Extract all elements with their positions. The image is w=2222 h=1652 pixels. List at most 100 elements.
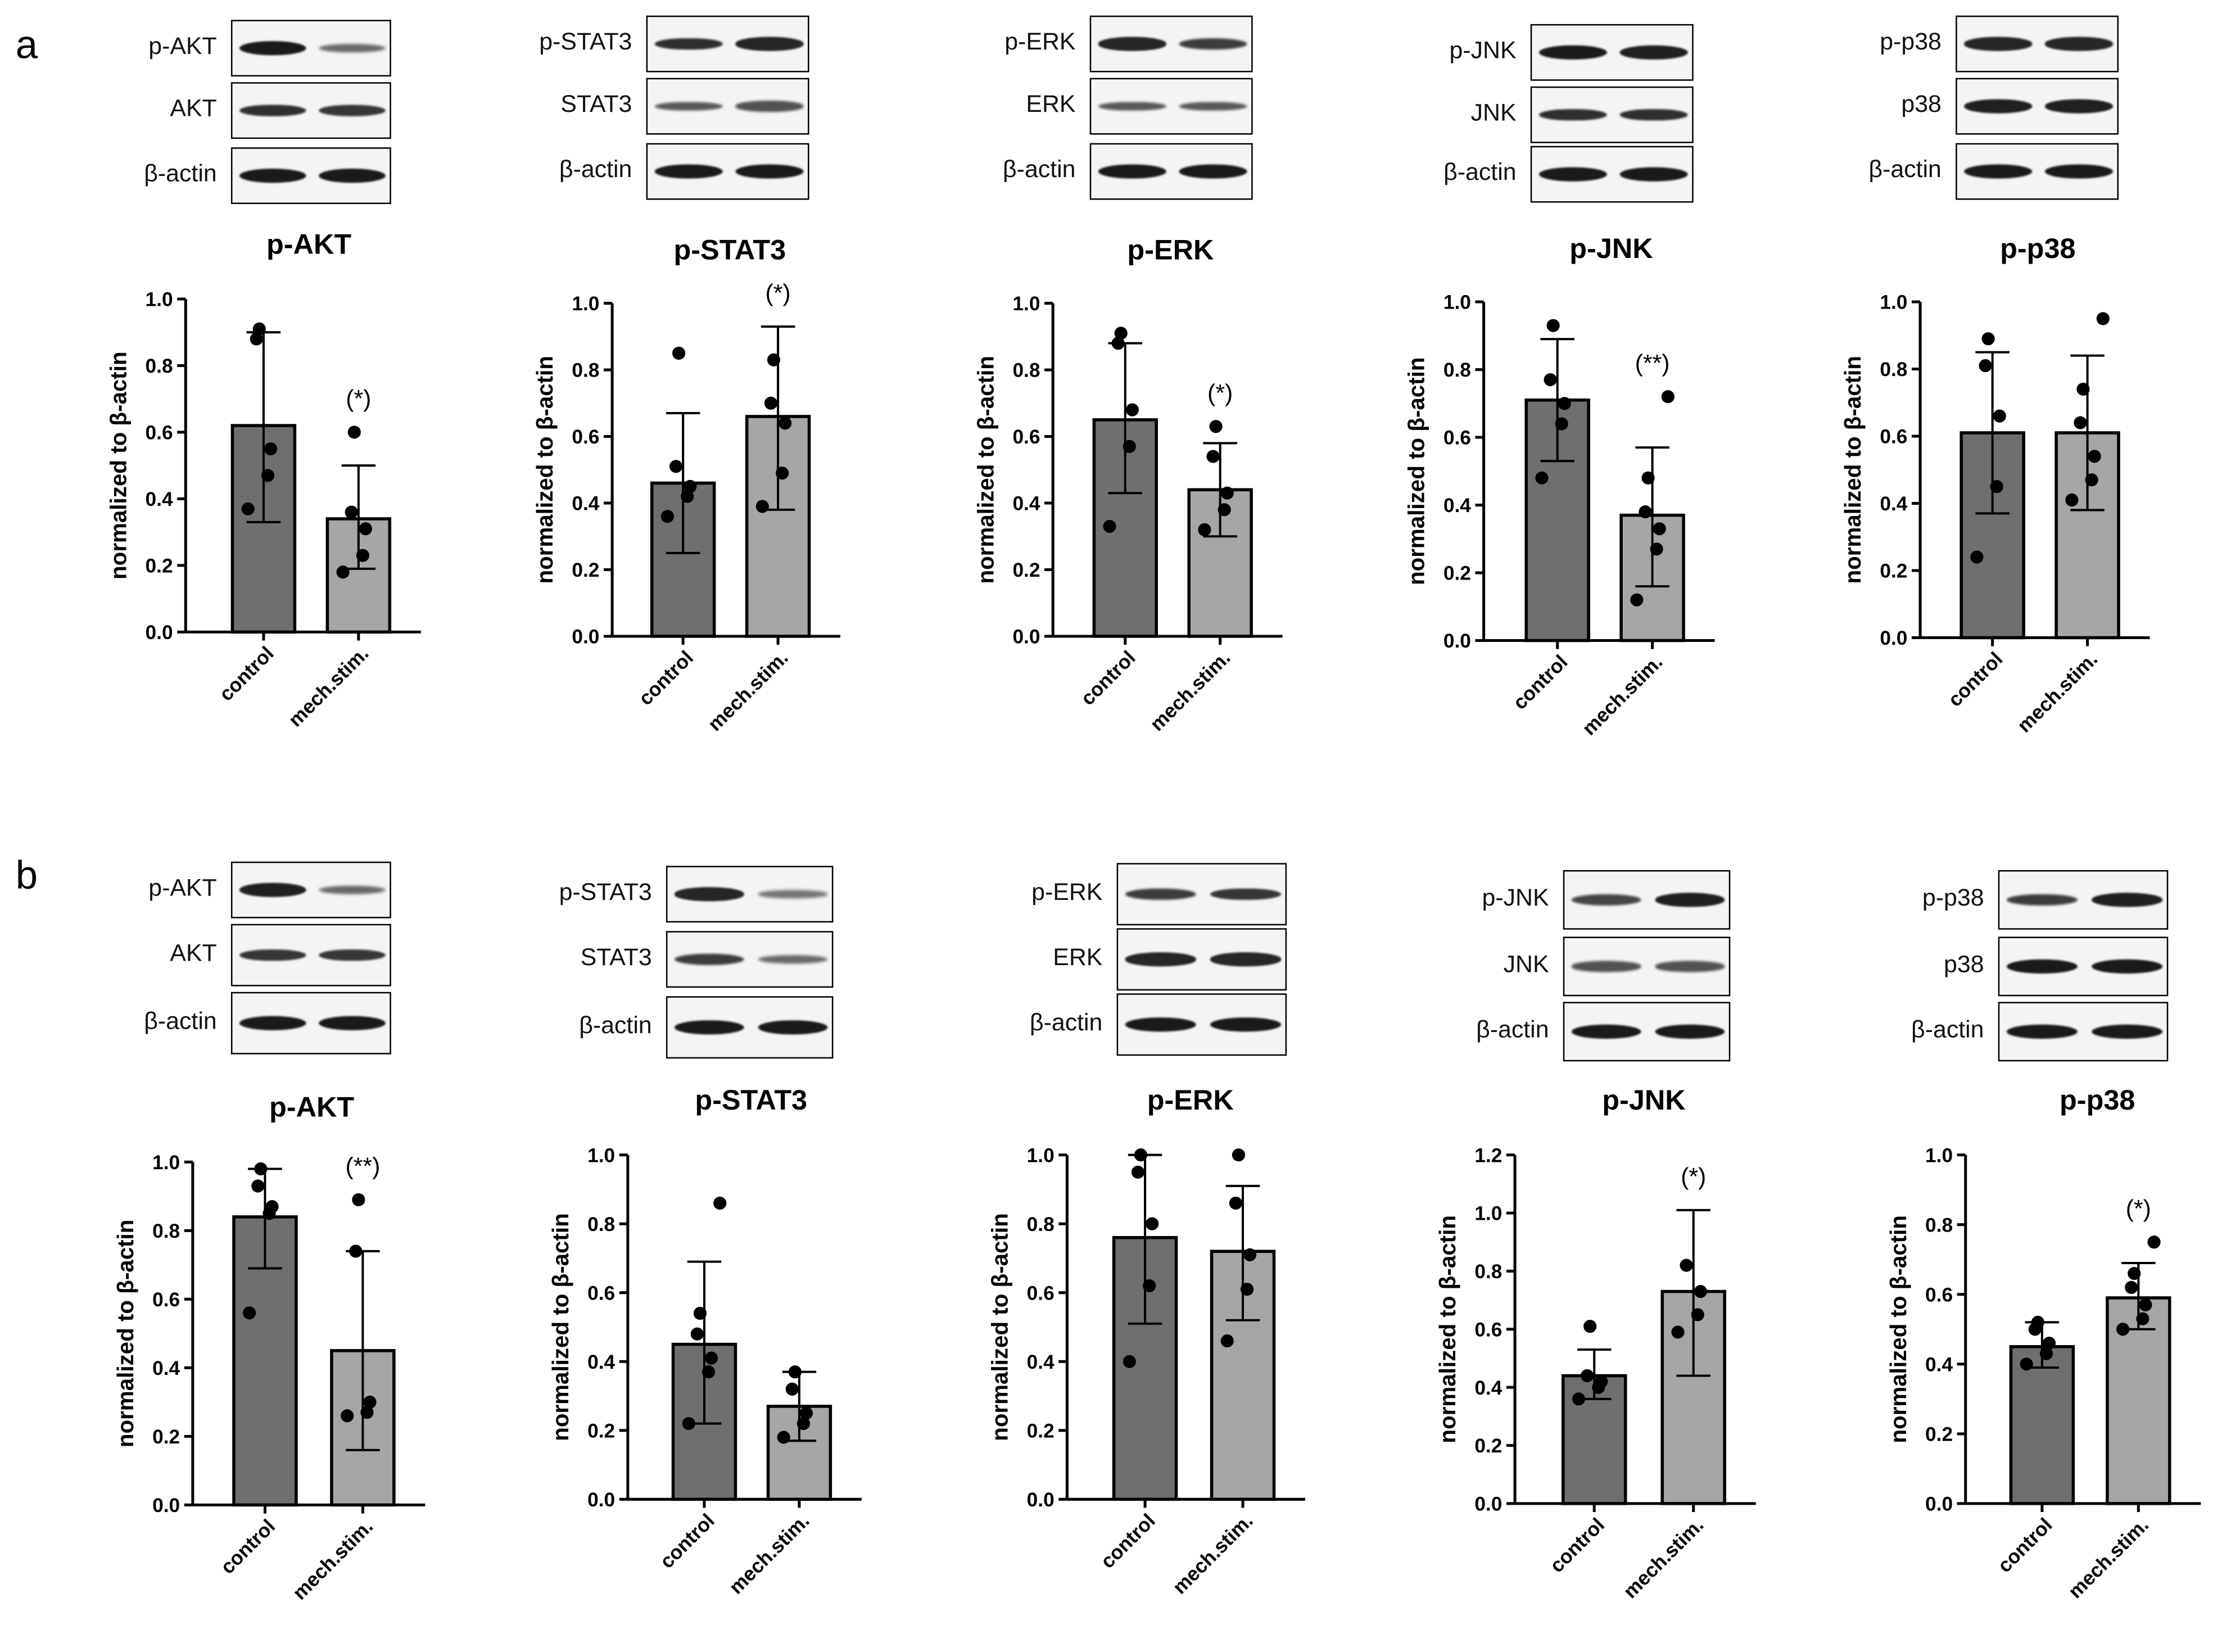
y-tick-label: 0.6 (1027, 1282, 1055, 1304)
data-point (2125, 1280, 2138, 1294)
blot-row-label: p-AKT (148, 32, 217, 60)
blot-band (1097, 164, 1166, 179)
y-tick-label: 0.4 (1925, 1354, 1953, 1375)
blot-row-label: β-actin (144, 1007, 217, 1035)
data-point (252, 322, 266, 336)
data-point (2128, 1266, 2141, 1280)
blot-row-label: ERK (1053, 944, 1103, 971)
blot-box (230, 147, 391, 205)
blot-band (758, 890, 828, 898)
y-tick-label: 0.8 (1925, 1214, 1953, 1236)
y-tick-label: 0.0 (1925, 1493, 1953, 1515)
y-tick-label: 0.2 (1027, 1420, 1055, 1442)
y-tick-label: 0.6 (1880, 426, 1907, 448)
y-tick-label: 0.4 (587, 1351, 615, 1373)
data-point (693, 1306, 707, 1320)
x-tick-label: mech.stim. (2013, 648, 2102, 737)
data-point (1209, 420, 1223, 433)
blot-row-label: p-STAT3 (539, 28, 632, 56)
chart-title: p-STAT3 (673, 233, 786, 265)
blot-row-label: β-actin (1868, 156, 1942, 183)
y-axis-label: normalized to β-actin (105, 351, 131, 580)
chart-title: p-STAT3 (695, 1084, 807, 1116)
blot-band (735, 37, 804, 51)
x-tick-label: control (1076, 646, 1139, 709)
blot-box (1089, 78, 1253, 135)
blot-band (1210, 888, 1282, 900)
blot-row-label: p-ERK (1031, 879, 1103, 906)
blot-band (2006, 1024, 2078, 1039)
y-tick-label: 0.6 (1925, 1284, 1953, 1306)
data-point (1558, 397, 1571, 410)
blot-band (1538, 167, 1607, 182)
blot-row-label: β-actin (144, 160, 217, 187)
blot-band (319, 949, 386, 962)
data-point (1981, 332, 1995, 346)
blot-row-label: AKT (170, 94, 217, 122)
blot-band (1538, 45, 1607, 60)
data-point (1134, 1148, 1148, 1162)
chart-title: p-JNK (1602, 1084, 1685, 1116)
blot-band (1619, 46, 1689, 60)
blot-band (1210, 953, 1282, 966)
data-point (682, 1416, 695, 1431)
blot-row-label: β-actin (559, 156, 632, 183)
blot-box (1116, 863, 1287, 926)
blot-band (2045, 99, 2114, 114)
blot-box (666, 866, 834, 923)
blot-band (1963, 164, 2032, 179)
blot-band (1963, 37, 2032, 51)
y-tick-label: 0.6 (146, 422, 173, 444)
blot-band (1654, 1024, 1725, 1039)
blot-box (1563, 936, 1731, 997)
data-point (1198, 523, 1211, 536)
y-tick-label: 0.2 (1474, 1435, 1502, 1457)
data-point (2096, 312, 2110, 325)
chart-b-p-stat3: p-STAT3 normalized to β-actin 0.0 0.2 0.4 0.6… (547, 1084, 862, 1599)
significance-label: (*) (2126, 1195, 2151, 1222)
data-point (1595, 1375, 1608, 1388)
significance-label: (**) (1635, 350, 1670, 377)
y-tick-label: 0.0 (587, 1489, 615, 1511)
blot-band (1179, 164, 1248, 179)
blot-band (2006, 959, 2078, 974)
data-point (1546, 319, 1560, 332)
y-axis-label: normalized to β-actin (1404, 357, 1429, 586)
y-tick-label: 0.0 (1443, 630, 1471, 652)
data-point (2039, 1347, 2053, 1360)
blot-band (1963, 99, 2032, 114)
chart-title: p-p38 (2000, 232, 2075, 264)
blot-band (674, 953, 745, 966)
blot-row-label: p-AKT (148, 874, 217, 902)
blot-band (1210, 1017, 1282, 1032)
y-tick-label: 0.4 (572, 493, 599, 515)
y-tick-label: 1.0 (152, 1152, 180, 1174)
x-tick-label: control (1509, 651, 1572, 714)
blot-band (319, 104, 386, 117)
blot-row-label: ERK (1026, 90, 1076, 118)
data-point (347, 426, 361, 439)
blot-band (1125, 1017, 1197, 1032)
x-tick-label: control (1546, 1514, 1609, 1577)
data-point (2076, 382, 2090, 396)
data-point (1220, 1334, 1234, 1348)
x-tick-label: control (1994, 1514, 2057, 1577)
data-point (755, 500, 769, 513)
y-axis-label: normalized to β-actin (987, 1213, 1013, 1441)
data-point (241, 502, 255, 515)
x-tick-label: mech.stim. (1619, 1514, 1708, 1603)
data-point (345, 505, 358, 519)
y-tick-label: 0.0 (152, 1495, 180, 1517)
blot-band (1097, 101, 1166, 111)
significance-label: (*) (765, 280, 790, 307)
data-point (1131, 1165, 1145, 1179)
data-point (352, 1193, 365, 1207)
y-tick-label: 0.2 (587, 1420, 615, 1442)
data-point (1993, 409, 2006, 423)
blot-box (1530, 86, 1694, 143)
blot-band (238, 104, 306, 117)
data-point (702, 1365, 716, 1379)
data-point (2042, 1337, 2056, 1350)
blot-row-label: β-actin (1029, 1009, 1103, 1036)
blot-band (319, 885, 386, 894)
